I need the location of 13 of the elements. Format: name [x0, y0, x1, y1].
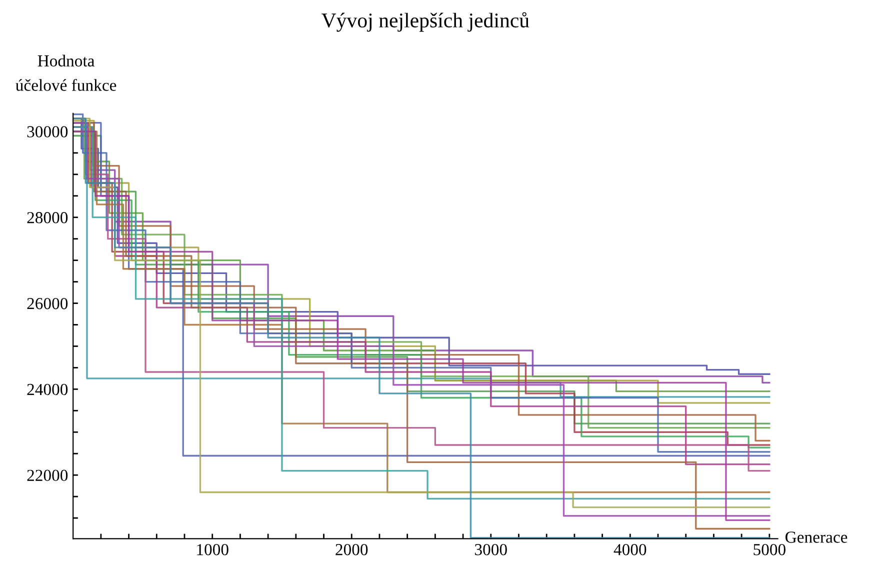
- y-tick-label: 28000: [27, 212, 68, 224]
- x-tick-label: 1000: [197, 544, 228, 556]
- x-tick-label: 2000: [336, 544, 368, 556]
- x-axis-title: Generace: [786, 532, 848, 543]
- y-tick-label: 26000: [27, 298, 68, 310]
- y-tick-label: 24000: [27, 384, 68, 396]
- x-tick-label: 4000: [614, 544, 646, 556]
- y-tick-label: 22000: [27, 470, 68, 482]
- y-axis-title: Hodnota účelové funkce: [16, 54, 116, 91]
- chart-title: Vývoj nejlepších jedinců: [322, 12, 530, 32]
- x-tick-label: 5000: [754, 544, 786, 556]
- x-tick-label: 3000: [475, 544, 507, 556]
- y-tick-label: 30000: [27, 126, 68, 138]
